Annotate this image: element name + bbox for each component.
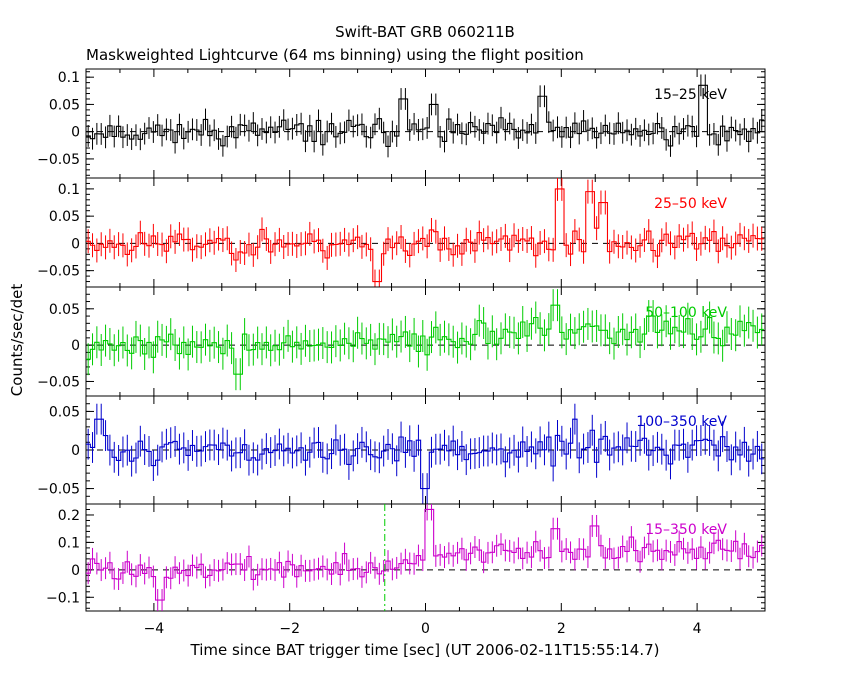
y-tick-label: 0 (71, 443, 80, 459)
legend-label: 15–350 keV (645, 522, 727, 538)
legend-label: 100–350 keV (636, 414, 727, 430)
y-tick-label: 0.05 (49, 97, 80, 113)
x-tick-label: 4 (693, 621, 702, 637)
series-5 (86, 504, 764, 611)
series-line (86, 418, 764, 490)
legend-label: 15–25 keV (654, 87, 727, 103)
series-line (86, 84, 764, 147)
series-3 (86, 289, 764, 391)
y-axis-label: Counts/sec/det (8, 284, 26, 397)
x-tick-label: −4 (144, 621, 165, 637)
panel-4: −0.05 0 0.05 100–350 keV (37, 395, 766, 505)
x-tick-label: −2 (279, 621, 300, 637)
x-axis-label: Time since BAT trigger time [sec] (UT 20… (190, 641, 660, 659)
y-tick-label: 0.05 (49, 404, 80, 420)
series-line (86, 508, 764, 601)
y-tick-label: −0.05 (37, 482, 80, 498)
panel-1: −0.05 0 0.05 0.1 15–25 keV (37, 68, 766, 179)
panels: −0.05 0 0.05 0.1 15–25 keV −0.05 0 0.05 0.1 25–50… (37, 68, 766, 637)
legend-label: 50–100 keV (645, 305, 727, 321)
y-tick-label: −0.1 (46, 590, 80, 606)
y-tick-label: 0 (71, 563, 80, 579)
panel-5: −0.1 0 0.1 0.2 15–350 keV (46, 503, 766, 612)
y-tick-label: −0.05 (37, 152, 80, 168)
panel-2: −0.05 0 0.05 0.1 25–50 keV (37, 177, 766, 288)
series-2 (86, 178, 764, 287)
x-tick-label: 2 (557, 621, 566, 637)
series-4 (86, 403, 764, 504)
panel-3: −0.05 0 0.05 50–100 keV (37, 286, 766, 397)
y-tick-label: 0 (71, 125, 80, 141)
series-line (86, 188, 764, 283)
y-tick-label: 0.1 (58, 70, 80, 86)
series-1 (86, 74, 764, 158)
y-tick-label: 0 (71, 236, 80, 252)
legend-label: 25–50 keV (654, 196, 727, 212)
chart-subtitle: Maskweighted Lightcurve (64 ms binning) … (86, 46, 584, 64)
y-tick-label: 0.05 (49, 302, 80, 318)
y-tick-label: 0.2 (58, 508, 80, 524)
y-tick-label: 0.05 (49, 209, 80, 225)
y-tick-label: 0.1 (58, 535, 80, 551)
y-tick-label: −0.05 (37, 374, 80, 390)
chart-title: Swift-BAT GRB 060211B (335, 23, 515, 41)
y-tick-label: 0 (71, 338, 80, 354)
y-tick-label: −0.05 (37, 264, 80, 280)
x-tick-label: 0 (421, 621, 430, 637)
y-tick-label: 0.1 (58, 182, 80, 198)
series-line (86, 304, 764, 375)
